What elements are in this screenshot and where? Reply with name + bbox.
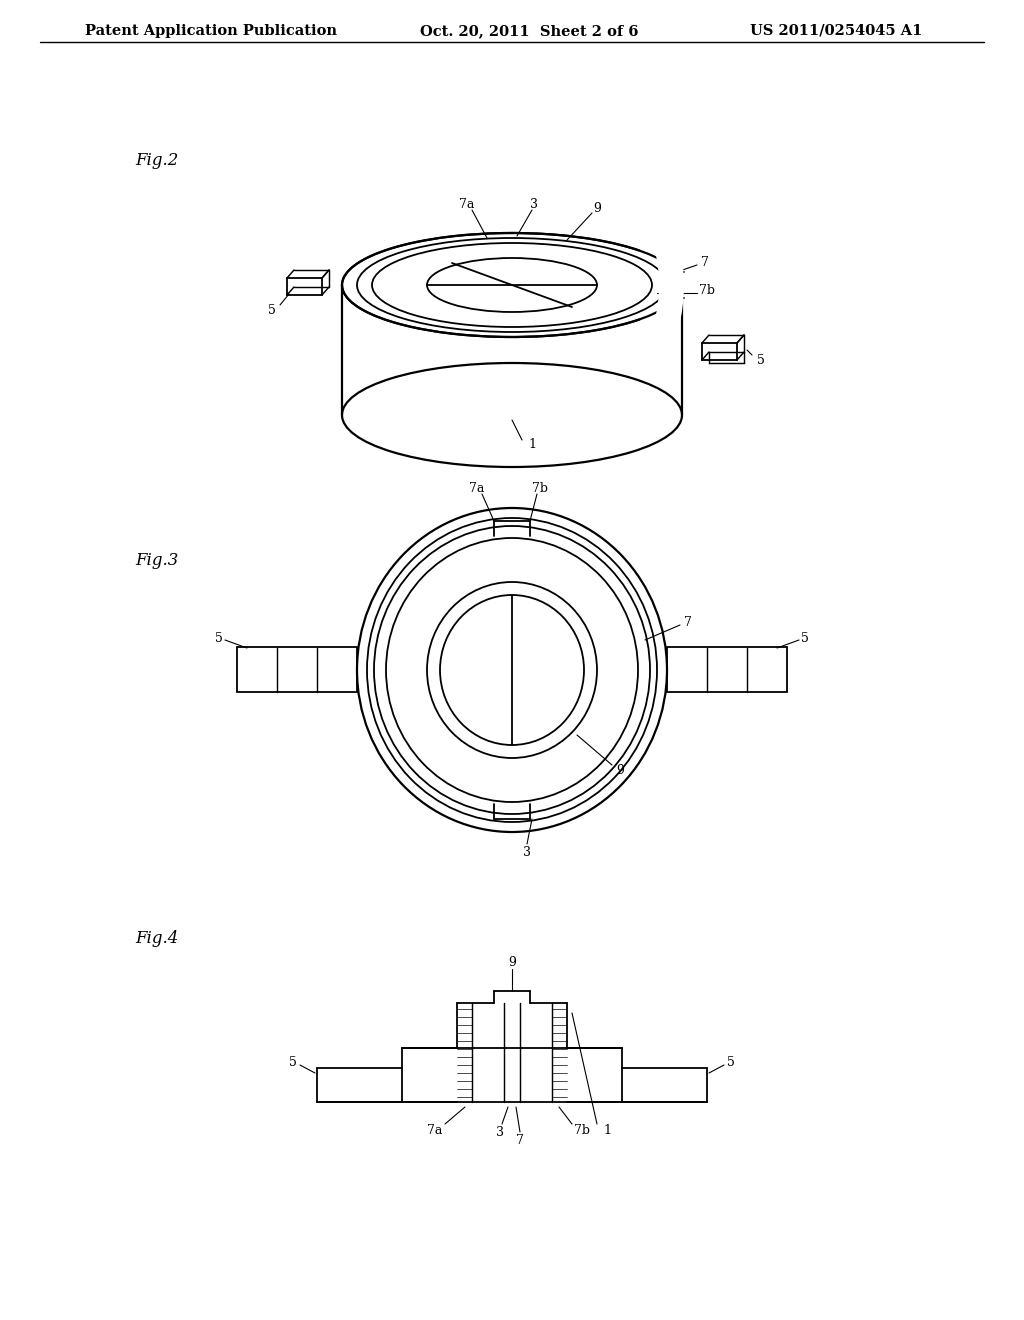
Text: 5: 5 (268, 304, 275, 317)
Text: 7: 7 (516, 1134, 524, 1147)
Text: 7b: 7b (532, 482, 548, 495)
Text: US 2011/0254045 A1: US 2011/0254045 A1 (750, 24, 923, 38)
Text: 3: 3 (496, 1126, 504, 1138)
Text: 7: 7 (701, 256, 709, 269)
Text: 7: 7 (684, 616, 692, 630)
Text: Patent Application Publication: Patent Application Publication (85, 24, 337, 38)
Text: 9: 9 (508, 957, 516, 969)
Text: 1: 1 (528, 438, 536, 451)
Text: 9: 9 (616, 763, 624, 776)
Text: 5: 5 (757, 354, 765, 367)
Text: 7a: 7a (460, 198, 475, 211)
Text: 7b: 7b (699, 285, 715, 297)
Text: 3: 3 (523, 846, 531, 858)
Text: 7b: 7b (574, 1123, 590, 1137)
Text: 5: 5 (801, 631, 809, 644)
Text: Fig.4: Fig.4 (135, 931, 178, 946)
Text: 3: 3 (530, 198, 538, 211)
Text: 5: 5 (727, 1056, 735, 1069)
Text: 5: 5 (215, 631, 223, 644)
Wedge shape (654, 240, 684, 330)
Bar (237, 647, 357, 692)
Text: 5: 5 (289, 1056, 297, 1069)
Text: Fig.2: Fig.2 (135, 152, 178, 169)
Text: 1: 1 (603, 1123, 611, 1137)
Text: Fig.3: Fig.3 (135, 552, 178, 569)
Text: 7a: 7a (469, 482, 484, 495)
Bar (667, 647, 787, 692)
Text: 7a: 7a (427, 1123, 442, 1137)
Text: 9: 9 (593, 202, 601, 215)
Text: Oct. 20, 2011  Sheet 2 of 6: Oct. 20, 2011 Sheet 2 of 6 (420, 24, 639, 38)
